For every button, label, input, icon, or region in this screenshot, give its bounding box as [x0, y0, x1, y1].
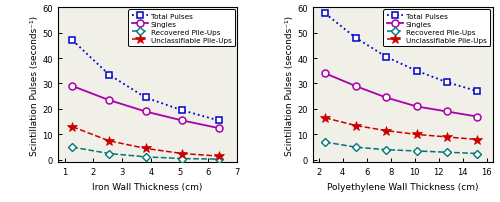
Y-axis label: Scintillation Pulses (seconds⁻¹): Scintillation Pulses (seconds⁻¹): [30, 16, 39, 155]
Legend: Total Pulses, Singles, Recovered Pile-Ups, Unclassifiable Pile-Ups: Total Pulses, Singles, Recovered Pile-Up…: [384, 10, 490, 47]
Y-axis label: Scintillation Pulses (seconds⁻¹): Scintillation Pulses (seconds⁻¹): [286, 16, 294, 155]
X-axis label: Polyethylene Wall Thickness (cm): Polyethylene Wall Thickness (cm): [327, 182, 478, 191]
Legend: Total Pulses, Singles, Recovered Pile-Ups, Unclassifiable Pile-Ups: Total Pulses, Singles, Recovered Pile-Up…: [128, 10, 235, 47]
X-axis label: Iron Wall Thickness (cm): Iron Wall Thickness (cm): [92, 182, 202, 191]
